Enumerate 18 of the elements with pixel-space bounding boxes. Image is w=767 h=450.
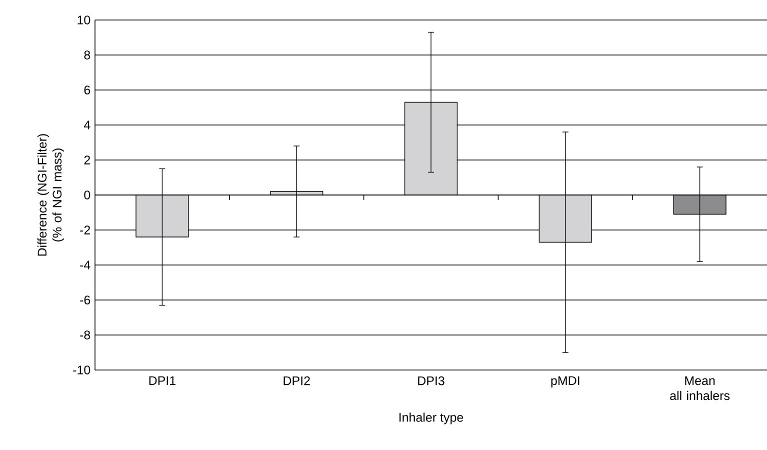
x-tick-label: DPI1 (149, 376, 176, 385)
y-tick-label: 2 (84, 156, 90, 164)
x-axis-title: Inhaler type (399, 412, 464, 424)
x-tick-label: DPI2 (284, 376, 310, 386)
y-axis-title: Difference (NGI-Filter) (% of NGI mass) (37, 134, 64, 256)
y-tick-label: -2 (80, 226, 90, 234)
y-tick-label: -10 (73, 366, 90, 374)
y-tick-label: 4 (84, 120, 90, 130)
y-tick-label: 10 (78, 16, 90, 24)
y-tick-label: -6 (80, 296, 90, 304)
y-tick-label: -4 (80, 260, 90, 270)
y-tick-label: -8 (80, 330, 90, 340)
y-tick-label: 8 (84, 50, 90, 60)
x-tick-label: DPI3 (418, 376, 444, 386)
x-tick-label: pMDI (551, 376, 580, 388)
y-tick-label: 6 (84, 86, 90, 94)
x-tick-label: Mean all inhalers (670, 376, 730, 400)
y-tick-label: 0 (84, 190, 90, 200)
